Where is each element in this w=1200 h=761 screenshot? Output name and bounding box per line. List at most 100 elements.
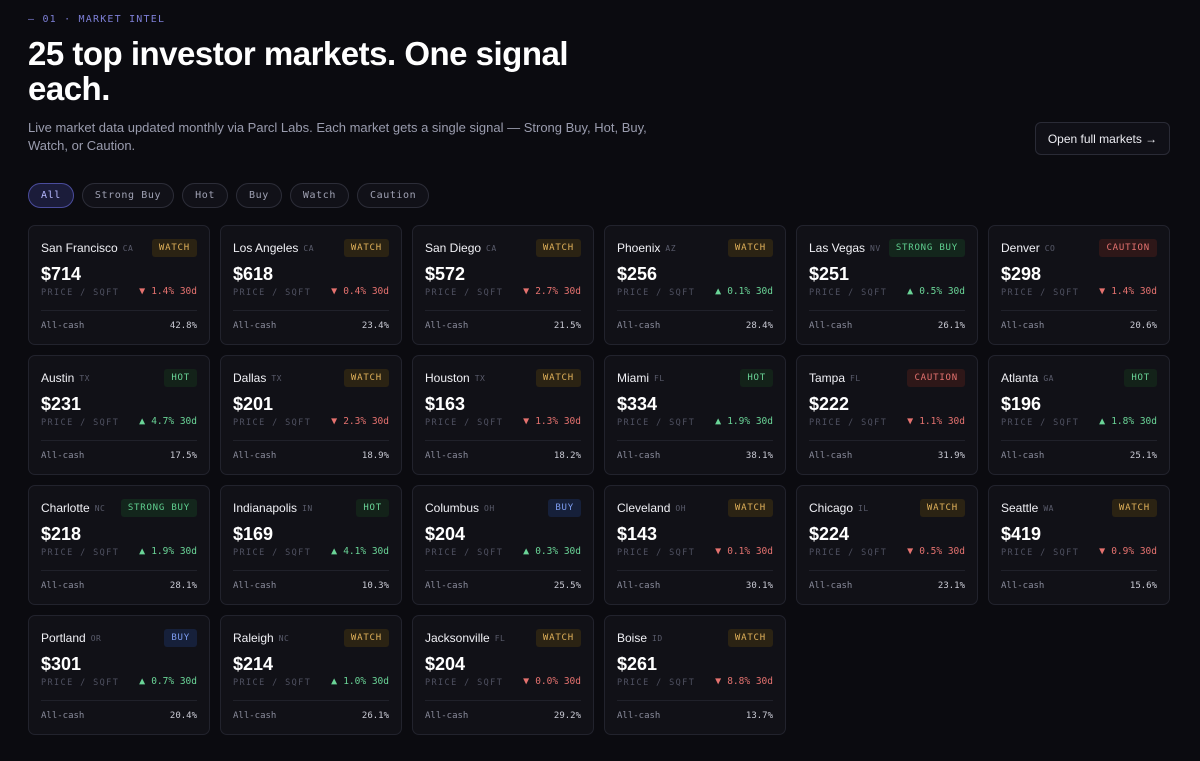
price-unit-label: PRICE / SQFT — [425, 418, 504, 428]
signal-badge: HOT — [356, 499, 389, 517]
filter-chip-all[interactable]: All — [28, 183, 74, 208]
market-card[interactable]: Portland OR BUY $301 PRICE / SQFT ▲ 0.7% 30d Al… — [28, 615, 210, 735]
all-cash-label: All-cash — [233, 321, 277, 331]
signal-badge: WATCH — [919, 499, 965, 517]
all-cash-label: All-cash — [425, 581, 469, 591]
card-divider — [425, 310, 581, 311]
market-city: Chicago — [809, 501, 854, 515]
change-percent: 0.4% — [343, 286, 367, 297]
market-card-header: Los Angeles CA WATCH — [233, 238, 389, 258]
filter-chip-buy[interactable]: Buy — [235, 183, 282, 208]
market-card-header: Portland OR BUY — [41, 628, 197, 648]
price-per-sqft: $204 — [425, 524, 466, 544]
price-change: ▲ 0.5% 30d — [907, 286, 965, 297]
all-cash-label: All-cash — [617, 581, 661, 591]
market-state: AZ — [665, 243, 677, 253]
all-cash-value: 25.1% — [1129, 451, 1157, 461]
market-city: Portland — [41, 631, 86, 645]
market-card[interactable]: Raleigh NC WATCH $214 PRICE / SQFT ▲ 1.0% 30d A… — [220, 615, 402, 735]
market-card[interactable]: Charlotte NC STRONG BUY $218 PRICE / SQFT ▲ 1.… — [28, 485, 210, 605]
market-card-header: Indianapolis IN HOT — [233, 498, 389, 518]
market-card[interactable]: Columbus OH BUY $204 PRICE / SQFT ▲ 0.3% 30d Al… — [412, 485, 594, 605]
market-card[interactable]: Las Vegas NV STRONG BUY $251 PRICE / SQFT ▲ 0.… — [796, 225, 978, 345]
filter-chip-watch[interactable]: Watch — [289, 183, 349, 208]
market-city: Houston — [425, 371, 470, 385]
market-card[interactable]: San Diego CA WATCH $572 PRICE / SQFT ▼ 2.7% 30… — [412, 225, 594, 345]
card-divider — [617, 440, 773, 441]
market-card[interactable]: Seattle WA WATCH $419 PRICE / SQFT ▼ 0.9% 30d A… — [988, 485, 1170, 605]
change-percent: 1.0% — [343, 676, 367, 687]
price-per-sqft: $298 — [1001, 264, 1042, 284]
signal-badge: WATCH — [727, 499, 773, 517]
filter-chip-caution[interactable]: Caution — [356, 183, 430, 208]
market-state: IL — [858, 503, 869, 513]
price-change: ▼ 0.9% 30d — [1099, 546, 1157, 557]
signal-badge: STRONG BUY — [120, 499, 197, 517]
filter-chip-hot[interactable]: Hot — [182, 183, 228, 208]
change-period: 30d — [1139, 286, 1157, 297]
all-cash-value: 26.1% — [361, 711, 389, 721]
market-card[interactable]: Atlanta GA HOT $196 PRICE / SQFT ▲ 1.8% 30d All… — [988, 355, 1170, 475]
market-state: CA — [303, 243, 315, 253]
change-percent: 1.4% — [151, 286, 175, 297]
all-cash-label: All-cash — [41, 451, 85, 461]
price-change: ▼ 2.7% 30d — [523, 286, 581, 297]
market-card-header: Las Vegas NV STRONG BUY — [809, 238, 965, 258]
card-divider — [809, 310, 965, 311]
market-card[interactable]: Jacksonville FL WATCH $204 PRICE / SQFT ▼ 0.0%… — [412, 615, 594, 735]
signal-filter-bar: All Strong Buy Hot Buy Watch Caution — [28, 183, 430, 208]
price-change: ▲ 1.0% 30d — [331, 676, 389, 687]
market-state: GA — [1043, 373, 1054, 383]
change-period: 30d — [1139, 546, 1157, 557]
filter-chip-strong-buy[interactable]: Strong Buy — [81, 183, 175, 208]
market-card[interactable]: Boise ID WATCH $261 PRICE / SQFT ▼ 8.8% 30d All… — [604, 615, 786, 735]
market-card[interactable]: Los Angeles CA WATCH $618 PRICE / SQFT ▼ 0.4% … — [220, 225, 402, 345]
market-card[interactable]: Indianapolis IN HOT $169 PRICE / SQFT ▲ 4.1% 3… — [220, 485, 402, 605]
triangle-down-icon: ▼ — [331, 416, 338, 427]
all-cash-value: 15.6% — [1129, 581, 1157, 591]
market-city: Boise — [617, 631, 648, 645]
change-percent: 1.9% — [151, 546, 175, 557]
market-state: ID — [652, 633, 663, 643]
market-state: IN — [302, 503, 313, 513]
change-period: 30d — [371, 286, 389, 297]
all-cash-value: 10.3% — [361, 581, 389, 591]
market-card[interactable]: Cleveland OH WATCH $143 PRICE / SQFT ▼ 0.1% 30… — [604, 485, 786, 605]
all-cash-label: All-cash — [41, 581, 85, 591]
card-divider — [809, 440, 965, 441]
card-divider — [617, 310, 773, 311]
market-card[interactable]: Dallas TX WATCH $201 PRICE / SQFT ▼ 2.3% 30d Al… — [220, 355, 402, 475]
signal-badge: HOT — [740, 369, 773, 387]
market-card-header: Jacksonville FL WATCH — [425, 628, 581, 648]
market-card[interactable]: Houston TX WATCH $163 PRICE / SQFT ▼ 1.3% 30d A… — [412, 355, 594, 475]
change-period: 30d — [563, 676, 581, 687]
market-state: WA — [1043, 503, 1054, 513]
price-per-sqft: $231 — [41, 394, 82, 414]
market-city: Las Vegas — [809, 241, 866, 255]
price-per-sqft: $196 — [1001, 394, 1042, 414]
market-card[interactable]: Chicago IL WATCH $224 PRICE / SQFT ▼ 0.5% 30d A… — [796, 485, 978, 605]
market-card-header: Dallas TX WATCH — [233, 368, 389, 388]
open-full-markets-button[interactable]: Open full markets → — [1035, 122, 1170, 155]
market-state: FL — [850, 373, 861, 383]
market-card[interactable]: Austin TX HOT $231 PRICE / SQFT ▲ 4.7% 30d All-… — [28, 355, 210, 475]
market-card[interactable]: Denver CO CAUTION $298 PRICE / SQFT ▼ 1.4% 30d… — [988, 225, 1170, 345]
change-percent: 1.1% — [919, 416, 943, 427]
change-period: 30d — [371, 416, 389, 427]
price-change: ▼ 8.8% 30d — [715, 676, 773, 687]
market-card-header: Cleveland OH WATCH — [617, 498, 773, 518]
market-card[interactable]: Phoenix AZ WATCH $256 PRICE / SQFT ▲ 0.1% 30d A… — [604, 225, 786, 345]
all-cash-value: 28.1% — [169, 581, 197, 591]
change-period: 30d — [563, 286, 581, 297]
market-card[interactable]: Tampa FL CAUTION $222 PRICE / SQFT ▼ 1.1% 30d A… — [796, 355, 978, 475]
price-per-sqft: $201 — [233, 394, 274, 414]
market-card[interactable]: Miami FL HOT $334 PRICE / SQFT ▲ 1.9% 30d All-c… — [604, 355, 786, 475]
market-state: OH — [675, 503, 687, 513]
market-card-header: San Diego CA WATCH — [425, 238, 581, 258]
card-divider — [425, 700, 581, 701]
card-divider — [809, 570, 965, 571]
market-card[interactable]: San Francisco CA WATCH $714 PRICE / SQFT ▼ 1.4… — [28, 225, 210, 345]
card-divider — [233, 440, 389, 441]
change-percent: 0.1% — [727, 546, 751, 557]
change-percent: 0.3% — [535, 546, 559, 557]
